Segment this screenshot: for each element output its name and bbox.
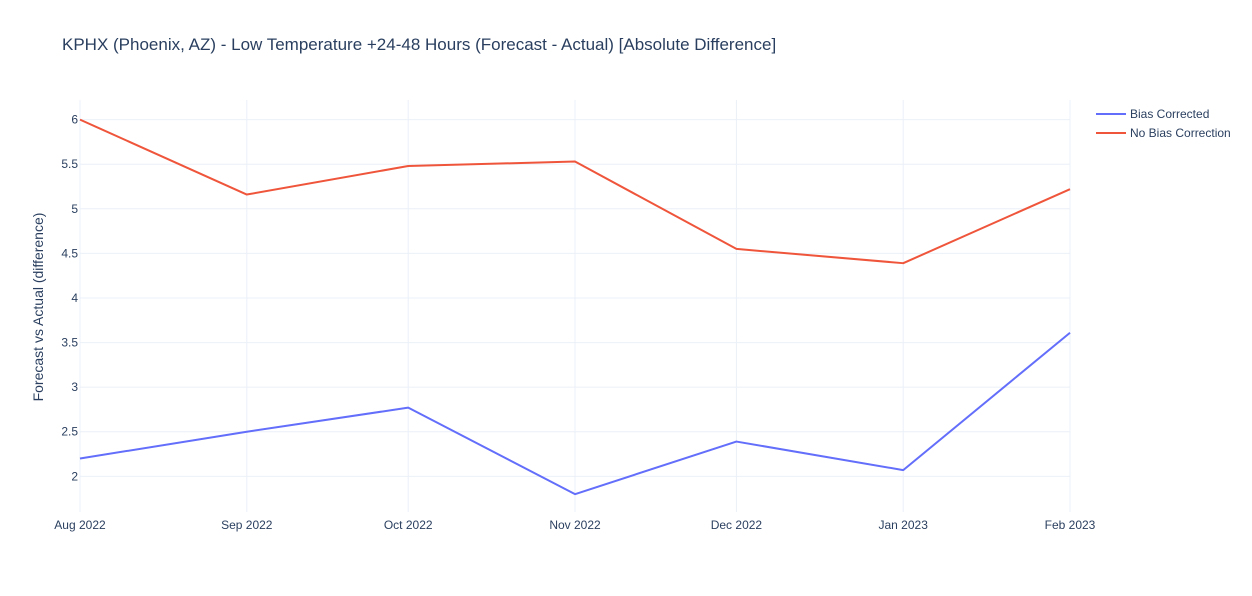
y-tick-label: 5.5 [61,157,78,171]
y-tick-label: 3.5 [61,336,78,350]
y-tick-label: 2.5 [61,425,78,439]
grid [79,100,1071,512]
legend-label: No Bias Correction [1130,126,1231,140]
legend-item-bias-corrected[interactable]: Bias Corrected [1096,107,1209,121]
y-tick-label: 3 [71,380,78,394]
legend-label: Bias Corrected [1130,107,1209,121]
x-tick-label: Nov 2022 [549,518,601,532]
y-axis-title: Forecast vs Actual (difference) [30,213,46,402]
x-tick-label: Feb 2023 [1045,518,1096,532]
x-tick-label: Oct 2022 [384,518,433,532]
x-tick-label: Aug 2022 [54,518,106,532]
y-tick-label: 4.5 [61,246,78,260]
plot-area [79,118,1071,496]
x-tick-label: Dec 2022 [711,518,763,532]
y-tick-label: 4 [71,291,78,305]
x-axis-ticks: Aug 2022 Sep 2022 Oct 2022 Nov 2022 Dec 2022… [54,518,1095,532]
y-axis-ticks: 2 2.5 3 3.5 4 4.5 5 5.5 6 [61,113,78,484]
series-line-bias-corrected [79,331,1071,496]
y-tick-label: 5 [71,202,78,216]
series-line-no-bias-correction [79,118,1071,265]
legend-item-no-bias-correction[interactable]: No Bias Correction [1096,126,1231,140]
y-tick-label: 6 [71,113,78,127]
y-tick-label: 2 [71,469,78,483]
chart-title: KPHX (Phoenix, AZ) - Low Temperature +24… [62,35,776,54]
legend[interactable]: Bias Corrected No Bias Correction [1096,107,1231,140]
x-tick-label: Sep 2022 [221,518,273,532]
x-tick-label: Jan 2023 [879,518,929,532]
